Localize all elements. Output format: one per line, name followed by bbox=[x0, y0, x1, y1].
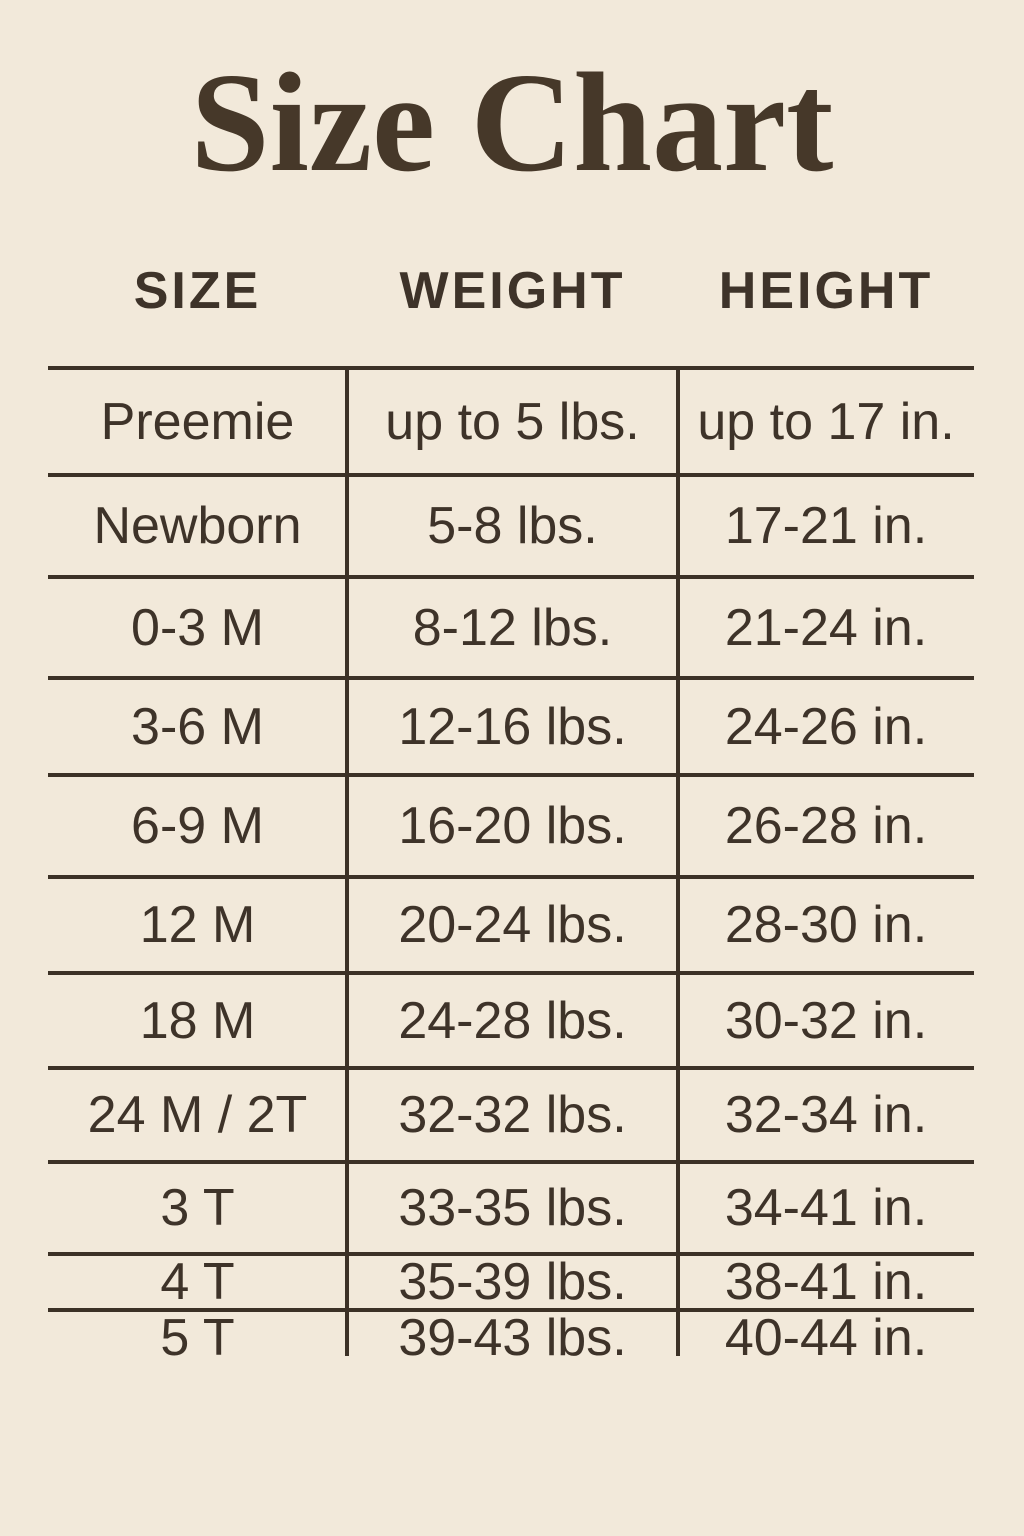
cell-size: 12 M bbox=[139, 896, 256, 955]
table-row: 3-6 M 12-16 lbs. 24-26 in. bbox=[48, 680, 974, 778]
cell-weight: 39-43 lbs. bbox=[398, 1309, 627, 1368]
cell-size: 18 M bbox=[139, 991, 256, 1050]
table-header-row: SIZE WEIGHT HEIGHT bbox=[48, 249, 974, 333]
table-row: 5 T 39-43 lbs. 40-44 in. bbox=[48, 1312, 974, 1364]
cell-weight: 24-28 lbs. bbox=[398, 991, 627, 1050]
cell-height: 17-21 in. bbox=[724, 497, 928, 556]
cell-weight: 35-39 lbs. bbox=[398, 1253, 627, 1312]
cell-weight: 5-8 lbs. bbox=[427, 497, 598, 556]
cell-weight: 16-20 lbs. bbox=[398, 797, 627, 856]
table-row: 6-9 M 16-20 lbs. 26-28 in. bbox=[48, 777, 974, 880]
column-divider bbox=[345, 370, 349, 1357]
page-title: Size Chart bbox=[190, 43, 834, 201]
cell-weight: up to 5 lbs. bbox=[385, 392, 640, 451]
cell-size: Preemie bbox=[100, 392, 295, 451]
cell-size: 3 T bbox=[160, 1179, 235, 1238]
cell-size: 4 T bbox=[160, 1253, 235, 1312]
table-row: 3 T 33-35 lbs. 34-41 in. bbox=[48, 1164, 974, 1257]
cell-weight: 33-35 lbs. bbox=[398, 1179, 627, 1238]
cell-weight: 20-24 lbs. bbox=[398, 896, 627, 955]
column-divider bbox=[676, 370, 680, 1357]
cell-weight: 32-32 lbs. bbox=[398, 1086, 627, 1145]
table-row: Newborn 5-8 lbs. 17-21 in. bbox=[48, 477, 974, 580]
column-header-size: SIZE bbox=[133, 262, 262, 321]
table-row: Preemie up to 5 lbs. up to 17 in. bbox=[48, 370, 974, 478]
cell-size: 3-6 M bbox=[131, 697, 264, 756]
cell-height: 40-44 in. bbox=[724, 1309, 928, 1368]
table-row: 18 M 24-28 lbs. 30-32 in. bbox=[48, 975, 974, 1071]
cell-size: 24 M / 2T bbox=[87, 1086, 308, 1145]
cell-weight: 8-12 lbs. bbox=[412, 598, 613, 657]
cell-height: 34-41 in. bbox=[724, 1179, 928, 1238]
table-row: 24 M / 2T 32-32 lbs. 32-34 in. bbox=[48, 1070, 974, 1165]
cell-height: 38-41 in. bbox=[724, 1253, 928, 1312]
cell-height: 28-30 in. bbox=[724, 896, 928, 955]
cell-size: 6-9 M bbox=[131, 797, 264, 856]
table-body: Preemie up to 5 lbs. up to 17 in. Newbor… bbox=[48, 366, 974, 1364]
cell-size: 0-3 M bbox=[131, 598, 264, 657]
table-row: 0-3 M 8-12 lbs. 21-24 in. bbox=[48, 579, 974, 681]
cell-height: up to 17 in. bbox=[697, 392, 955, 451]
cell-height: 26-28 in. bbox=[724, 797, 928, 856]
size-chart-table: SIZE WEIGHT HEIGHT Preemie up to 5 lbs. … bbox=[48, 249, 974, 1364]
cell-weight: 12-16 lbs. bbox=[398, 697, 627, 756]
column-header-height: HEIGHT bbox=[718, 262, 934, 321]
column-header-weight: WEIGHT bbox=[399, 262, 626, 321]
cell-height: 30-32 in. bbox=[724, 991, 928, 1050]
table-row: 4 T 35-39 lbs. 38-41 in. bbox=[48, 1253, 974, 1313]
cell-size: 5 T bbox=[160, 1309, 235, 1368]
cell-size: Newborn bbox=[93, 497, 302, 556]
cell-height: 32-34 in. bbox=[724, 1086, 928, 1145]
table-row: 12 M 20-24 lbs. 28-30 in. bbox=[48, 879, 974, 976]
cell-height: 24-26 in. bbox=[724, 697, 928, 756]
cell-height: 21-24 in. bbox=[724, 598, 928, 657]
